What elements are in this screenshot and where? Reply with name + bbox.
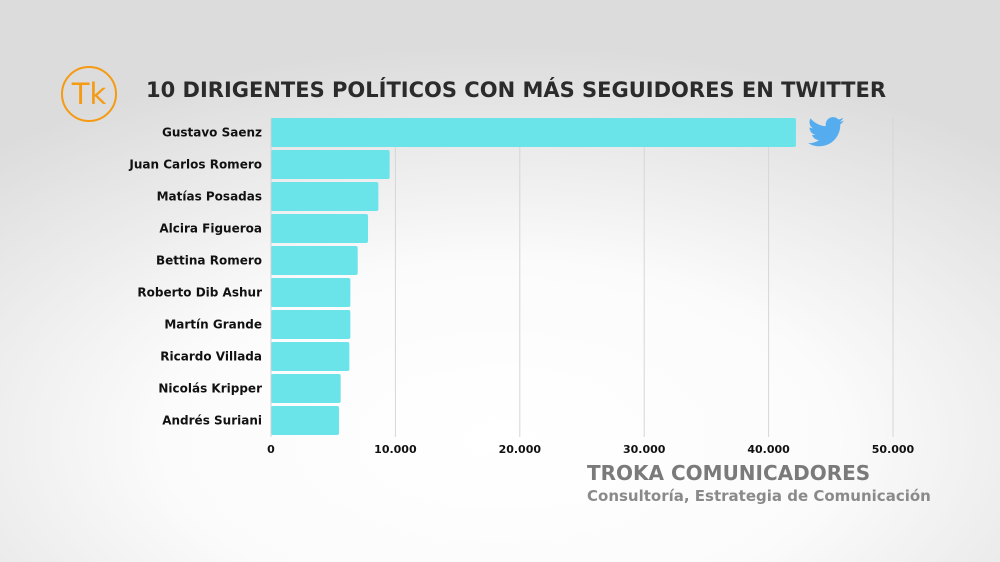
brand-name: TROKA COMUNICADORES bbox=[587, 461, 871, 485]
troka-logo: Tk bbox=[61, 66, 117, 122]
bar bbox=[271, 374, 341, 403]
category-label: Ricardo Villada bbox=[160, 350, 262, 364]
category-label: Juan Carlos Romero bbox=[128, 158, 262, 172]
category-label: Roberto Dib Ashur bbox=[137, 286, 262, 300]
category-label: Alcira Figueroa bbox=[159, 222, 262, 236]
x-tick-label: 40.000 bbox=[747, 443, 790, 456]
x-tick-label: 50.000 bbox=[872, 443, 915, 456]
bar bbox=[271, 342, 350, 371]
category-label: Matías Posadas bbox=[157, 190, 262, 204]
category-label: Gustavo Saenz bbox=[162, 126, 262, 140]
x-tick-label: 0 bbox=[267, 443, 275, 456]
x-tick-label: 30.000 bbox=[623, 443, 666, 456]
bar bbox=[271, 246, 358, 275]
bar bbox=[271, 118, 796, 147]
bar bbox=[271, 214, 369, 243]
category-label: Nicolás Kripper bbox=[158, 382, 262, 396]
bar bbox=[271, 278, 351, 307]
twitter-bird-icon bbox=[808, 117, 844, 147]
x-tick-label: 20.000 bbox=[499, 443, 542, 456]
bar bbox=[271, 182, 379, 211]
chart-title: 10 DIRIGENTES POLÍTICOS CON MÁS SEGUIDOR… bbox=[146, 78, 887, 102]
category-label: Bettina Romero bbox=[156, 254, 262, 268]
bar bbox=[271, 150, 390, 179]
category-label: Martín Grande bbox=[164, 318, 262, 332]
bar bbox=[271, 310, 351, 339]
x-tick-label: 10.000 bbox=[374, 443, 417, 456]
category-label: Andrés Suriani bbox=[162, 414, 262, 428]
bar bbox=[271, 406, 340, 435]
brand-tagline: Consultoría, Estrategia de Comunicación bbox=[587, 487, 931, 505]
